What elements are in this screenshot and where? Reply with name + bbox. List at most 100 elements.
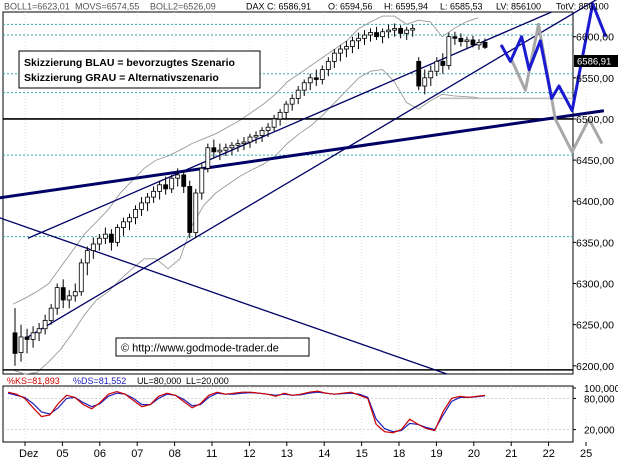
candle-body: [211, 147, 217, 153]
candle-body: [54, 287, 60, 309]
candle-body: [193, 192, 199, 233]
candle-body: [127, 217, 132, 223]
candle-body: [217, 149, 223, 153]
x-tick-label: 12: [243, 448, 255, 459]
candle-body: [223, 147, 229, 151]
x-tick-label: 20: [468, 448, 480, 459]
falling-resistance: [0, 217, 448, 375]
candle-body: [48, 307, 54, 321]
candle-body: [133, 209, 138, 219]
candle-body: [313, 77, 319, 80]
stochastic-ds-line: [7, 391, 486, 433]
candle-body: [36, 328, 42, 334]
x-tick-label: 19: [430, 448, 442, 459]
osc-ul-label: UL=80,000: [137, 376, 181, 386]
candle-body: [109, 233, 114, 243]
candle-body: [464, 39, 470, 43]
y-tick-label: 6400,00: [576, 196, 614, 208]
candle-body: [139, 202, 144, 210]
candle-body: [283, 103, 289, 113]
y-tick-label: 6200,00: [576, 361, 614, 373]
candle-body: [452, 36, 458, 39]
candle-body: [386, 29, 391, 33]
x-tick-label: 13: [281, 448, 293, 459]
copyright-text: © http://www.godmode-trader.de: [121, 343, 279, 355]
candle-body: [187, 186, 193, 233]
osc-tick-label: 100,000: [584, 384, 618, 395]
candle-body: [12, 332, 18, 354]
candle-body: [247, 136, 253, 143]
candle-body: [416, 60, 422, 87]
x-tick-label: 25: [580, 448, 592, 459]
candle-body: [78, 262, 84, 293]
candle-body: [398, 28, 404, 34]
candle-body: [115, 227, 120, 243]
candle-body: [392, 28, 398, 31]
legend-blue-scenario: Skizzierung BLAU = bevorzugtes Szenario: [24, 57, 235, 69]
gray-scenario-path: [509, 22, 604, 154]
x-tick-label: 07: [131, 448, 143, 459]
x-tick-label: 11: [206, 448, 217, 459]
x-tick-label: 06: [94, 448, 106, 459]
header-totv: TotV: 856100: [556, 2, 609, 12]
candle-body: [410, 28, 416, 31]
legend-box: [18, 50, 261, 89]
candle-body: [374, 32, 379, 38]
y-tick-label: 6450,00: [576, 155, 614, 167]
candle-body: [259, 130, 265, 136]
candle-body: [482, 42, 488, 48]
candle-body: [66, 295, 72, 301]
header-open: O: 6594,56: [328, 2, 373, 12]
y-tick-label: 6500,00: [576, 114, 614, 126]
candle-body: [344, 46, 349, 50]
candle-body: [446, 36, 452, 66]
candle-body: [84, 250, 90, 264]
x-tick-label: 21: [505, 448, 517, 459]
copyright-box: [115, 337, 310, 357]
candle-body: [96, 237, 102, 245]
candle-body: [229, 144, 235, 149]
candle-body: [428, 70, 434, 79]
x-tick-label: 15: [356, 448, 368, 459]
candle-body: [331, 52, 337, 62]
long-support: [0, 109, 605, 200]
candle-body: [181, 174, 187, 187]
candle-body: [121, 221, 126, 228]
x-tick-label: 08: [169, 448, 181, 459]
y-tick-label: 6550,00: [576, 73, 614, 85]
upper-channel: [27, 11, 552, 239]
price-tag-value: 6586,91: [577, 57, 611, 68]
y-tick-label: 6350,00: [576, 237, 614, 249]
candle-body: [90, 243, 96, 251]
candle-body: [440, 60, 446, 66]
bollinger-upper: [12, 15, 479, 305]
lower-channel: [27, 0, 597, 338]
y-tick-label: 6300,00: [576, 279, 614, 291]
candle-body: [72, 291, 78, 297]
candle-body: [145, 196, 150, 204]
candle-body: [277, 111, 283, 120]
candle-body: [169, 177, 175, 190]
stochastic-ks-line: [7, 390, 486, 434]
candle-body: [301, 82, 307, 91]
candle-body: [404, 29, 410, 34]
x-tick-label: Dez: [19, 448, 39, 459]
candle-body: [241, 141, 247, 145]
candle-body: [175, 174, 181, 179]
header-boll1: BOLL1=6623,01: [4, 2, 70, 12]
header-lv: LV: 856100: [496, 2, 541, 12]
price-panel-frame: [2, 11, 574, 375]
x-tick-label: 22: [543, 448, 555, 459]
candle-body: [18, 336, 24, 354]
candle-body: [356, 37, 361, 42]
candle-body: [102, 233, 108, 239]
candle-body: [24, 336, 30, 340]
candle-body: [271, 118, 277, 128]
candle-body: [163, 184, 169, 190]
oscillator-panel-frame: [2, 385, 574, 443]
candle-body: [235, 143, 241, 146]
osc-tick-label: 20,000: [584, 426, 615, 437]
x-tick-label: 18: [393, 448, 405, 459]
